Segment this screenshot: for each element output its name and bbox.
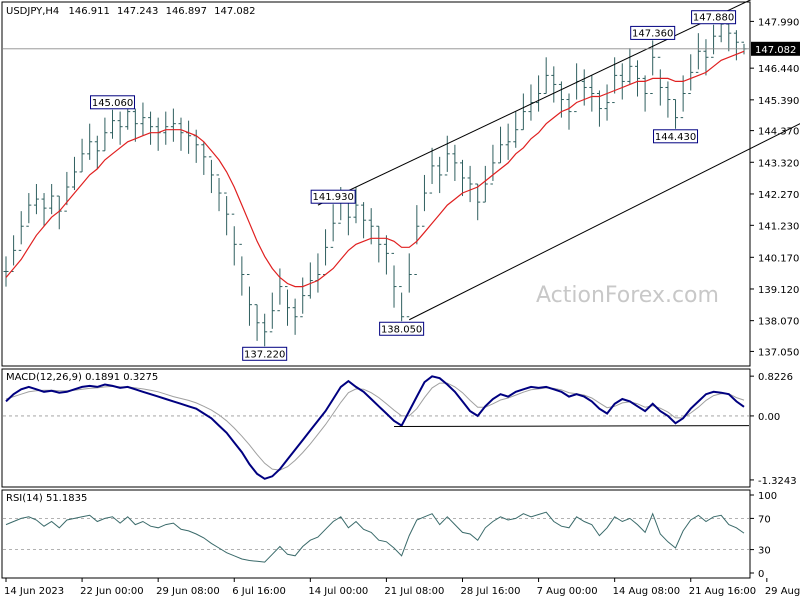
- rsi-line: [5, 511, 745, 563]
- time-x-tick-label: 14 Jun 2023: [4, 586, 64, 597]
- time-x-tick-label: 14 Aug 08:00: [613, 586, 680, 597]
- rsi-y-tick-label: 0: [758, 569, 764, 580]
- price-annotation-label: 137.220: [244, 349, 285, 360]
- price-annotation-box: [90, 95, 136, 110]
- macd-panel: [1, 368, 751, 488]
- price-annotation-box: [242, 346, 288, 361]
- current-price-tag: [751, 41, 800, 56]
- low-value: 146.897: [166, 6, 207, 17]
- price-annotation-label: 141.930: [312, 192, 353, 203]
- rsi-y-tick-label: 30: [758, 546, 771, 557]
- price-annotation-box: [310, 189, 356, 204]
- price-y-tick-label: 139.120: [758, 285, 799, 296]
- macd-support-line: [394, 425, 750, 428]
- price-y-tick-label: 146.440: [758, 64, 799, 75]
- time-x-tick-label: 21 Aug 16:00: [689, 586, 756, 597]
- time-x-tick-label: 29 Jun 08:00: [156, 586, 220, 597]
- macd-line: [5, 375, 745, 480]
- price-y-tick-label: 137.050: [758, 347, 799, 358]
- macd-title: MACD(12,26,9) 0.1891 0.3275: [6, 372, 158, 383]
- time-x-tick-label: 7 Aug 00:00: [537, 586, 598, 597]
- moving-average-line: [5, 50, 745, 288]
- price-y-tick-label: 141.230: [758, 221, 799, 232]
- time-x-tick-label: 6 Jul 16:00: [232, 586, 286, 597]
- price-annotation-box: [630, 25, 676, 40]
- watermark: ActionForex.com: [536, 283, 719, 308]
- current-price-tag-label: 147.082: [755, 45, 796, 56]
- open-value: 146.911: [68, 6, 109, 17]
- macd-series-layer: [3, 375, 750, 480]
- axis-layer: 147.990 146.440 145.390 144.370 143.320 142.2…: [4, 17, 800, 597]
- close-value: 147.082: [214, 6, 255, 17]
- price-annotation-box: [653, 129, 699, 144]
- price-y-tick-label: 145.390: [758, 96, 799, 107]
- price-annotation-label: 147.880: [693, 13, 734, 24]
- price-annotation-label: 138.050: [381, 324, 422, 335]
- price-y-tick-label: 144.370: [758, 127, 799, 138]
- price-y-tick-label: 142.270: [758, 190, 799, 201]
- price-annotation-label: 144.430: [655, 132, 696, 143]
- time-x-tick-label: 28 Jul 16:00: [460, 586, 520, 597]
- time-x-tick-label: 22 Jun 00:00: [80, 586, 144, 597]
- price-annotation-box: [691, 10, 737, 25]
- high-value: 147.243: [117, 6, 158, 17]
- rsi-y-tick-label: 100: [758, 491, 777, 502]
- time-x-tick-label: 14 Jul 00:00: [308, 586, 368, 597]
- rsi-series-layer: [3, 511, 749, 563]
- macd-y-tick-label: 0.00: [758, 412, 780, 423]
- price-y-tick-label: 143.320: [758, 158, 799, 169]
- price-y-tick-label: 140.170: [758, 253, 799, 264]
- price-series-layer: 145.060 137.220 141.930 138.050 147.360 144.4…: [3, 0, 800, 361]
- price-header: USDJPY,H4 146.911 147.243 146.897 147.08…: [6, 6, 255, 17]
- price-y-tick-label: 138.070: [758, 317, 799, 328]
- time-x-tick-label: 29 Aug 00:00: [765, 586, 800, 597]
- symbol-label: USDJPY,H4: [6, 6, 59, 17]
- price-panel: [1, 1, 751, 367]
- price-annotation-box: [379, 321, 425, 336]
- price-annotation-label: 147.360: [632, 28, 673, 39]
- price-y-tick-label: 147.990: [758, 17, 799, 28]
- macd-y-tick-label: -1.3243: [758, 476, 797, 487]
- rsi-panel: [1, 489, 751, 579]
- macd-y-tick-label: 0.8226: [758, 372, 793, 383]
- channel-lower-line: [409, 123, 800, 321]
- time-x-tick-label: 21 Jul 08:00: [384, 586, 444, 597]
- price-annotation-label: 145.060: [92, 98, 133, 109]
- rsi-y-tick-label: 70: [758, 514, 771, 525]
- rsi-title: RSI(14) 51.1835: [6, 493, 87, 504]
